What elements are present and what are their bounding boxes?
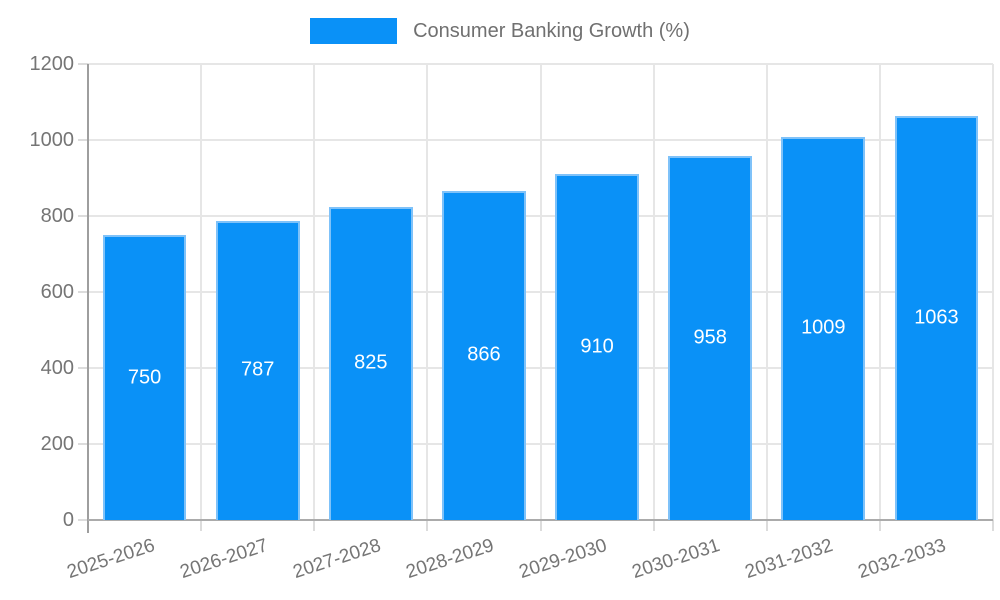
bar [102, 235, 187, 520]
x-tick-label: 2028-2029 [403, 535, 497, 584]
x-gridline [878, 64, 881, 520]
y-tick-mark [78, 443, 88, 445]
bar [894, 116, 979, 520]
bar [442, 190, 526, 520]
bar-value-label: 910 [580, 335, 614, 358]
y-axis-line [87, 64, 89, 533]
x-gridline [539, 64, 542, 520]
y-tick-mark [78, 139, 88, 141]
bar [555, 174, 639, 520]
x-gridline [652, 64, 655, 520]
x-tick-label: 2029-2030 [516, 535, 610, 584]
x-tick-mark [539, 520, 542, 531]
x-tick-mark [200, 520, 203, 531]
y-tick-label: 200 [40, 433, 74, 455]
bar-value-label: 1009 [801, 316, 846, 339]
bar-value-label: 1063 [914, 306, 959, 329]
x-tick-label: 2026-2027 [177, 535, 271, 584]
y-tick-mark [78, 63, 88, 65]
legend[interactable]: Consumer Banking Growth (%) [0, 18, 1000, 44]
y-tick-mark [78, 215, 88, 217]
y-tick-label: 0 [62, 509, 74, 531]
x-gridline [313, 64, 316, 520]
bar-value-label: 787 [241, 358, 275, 381]
bar-value-label: 825 [354, 351, 388, 374]
bar [668, 155, 753, 520]
x-tick-mark [313, 520, 316, 531]
bar [781, 136, 866, 520]
x-tick-label: 2027-2028 [290, 535, 384, 584]
bar-value-label: 866 [467, 343, 501, 366]
legend-swatch-icon [310, 18, 398, 44]
x-tick-label: 2032-2033 [856, 535, 949, 584]
x-tick-mark [765, 520, 768, 531]
x-tick-mark [426, 520, 429, 531]
x-tick-mark [652, 520, 655, 531]
x-gridline [426, 64, 429, 520]
x-tick-mark [992, 520, 994, 531]
y-tick-mark [78, 291, 88, 293]
x-tick-label: 2025-2026 [64, 535, 158, 584]
y-tick-mark [78, 519, 88, 521]
bar-value-label: 750 [127, 366, 162, 388]
x-tick-mark [878, 520, 881, 531]
bar [215, 220, 300, 520]
legend-label: Consumer Banking Growth (%) [413, 19, 690, 42]
y-tick-mark [78, 367, 88, 369]
x-axis-line [88, 519, 993, 521]
y-tick-label: 400 [40, 357, 74, 379]
bar [328, 206, 413, 520]
y-tick-label: 800 [40, 205, 74, 227]
y-tick-label: 1200 [29, 53, 75, 75]
x-tick-label: 2031-2032 [742, 535, 836, 584]
y-tick-label: 1000 [29, 129, 75, 151]
y-tick-label: 600 [40, 281, 74, 303]
x-tick-label: 2030-2031 [629, 535, 723, 584]
x-gridline [200, 64, 203, 520]
bar-value-label: 958 [693, 326, 727, 349]
x-gridline [765, 64, 768, 520]
x-gridline [992, 64, 994, 520]
